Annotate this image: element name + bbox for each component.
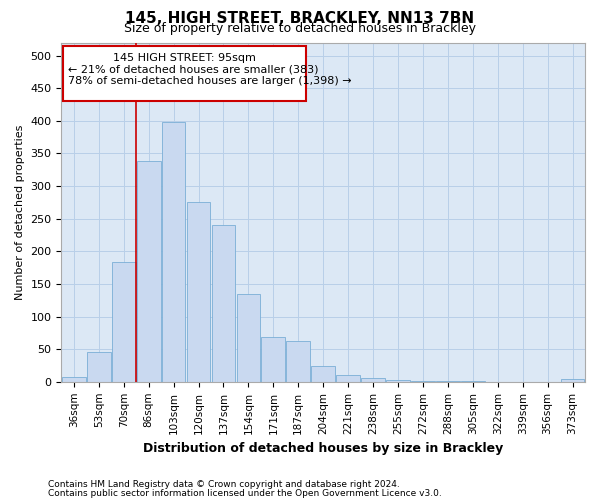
Bar xyxy=(386,380,410,382)
Text: 145, HIGH STREET, BRACKLEY, NN13 7BN: 145, HIGH STREET, BRACKLEY, NN13 7BN xyxy=(125,11,475,26)
Text: Contains HM Land Registry data © Crown copyright and database right 2024.: Contains HM Land Registry data © Crown c… xyxy=(48,480,400,489)
Text: ← 21% of detached houses are smaller (383): ← 21% of detached houses are smaller (38… xyxy=(68,64,318,74)
Text: 78% of semi-detached houses are larger (1,398) →: 78% of semi-detached houses are larger (… xyxy=(68,76,351,86)
Bar xyxy=(286,342,310,382)
Bar xyxy=(212,225,235,382)
Bar xyxy=(262,338,285,382)
Bar xyxy=(162,122,185,382)
Bar xyxy=(137,162,161,382)
Bar xyxy=(336,376,360,382)
Text: Size of property relative to detached houses in Brackley: Size of property relative to detached ho… xyxy=(124,22,476,35)
X-axis label: Distribution of detached houses by size in Brackley: Distribution of detached houses by size … xyxy=(143,442,503,455)
Text: 145 HIGH STREET: 95sqm: 145 HIGH STREET: 95sqm xyxy=(113,53,256,63)
Bar xyxy=(236,294,260,382)
Bar xyxy=(411,380,435,382)
Bar xyxy=(311,366,335,382)
Bar xyxy=(87,352,110,382)
Bar xyxy=(112,262,136,382)
Bar xyxy=(361,378,385,382)
Text: Contains public sector information licensed under the Open Government Licence v3: Contains public sector information licen… xyxy=(48,489,442,498)
Bar xyxy=(461,381,485,382)
Bar xyxy=(62,46,306,101)
Bar xyxy=(187,202,211,382)
Bar xyxy=(62,376,86,382)
Y-axis label: Number of detached properties: Number of detached properties xyxy=(15,124,25,300)
Bar xyxy=(560,379,584,382)
Bar xyxy=(436,381,460,382)
